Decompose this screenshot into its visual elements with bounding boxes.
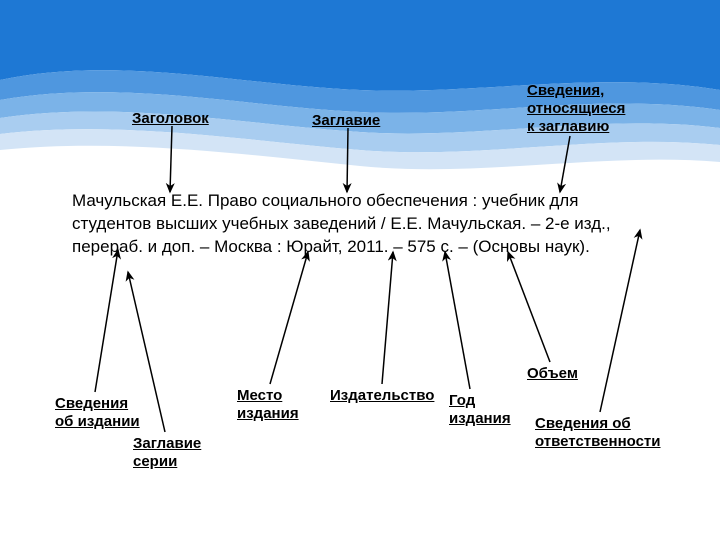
arrow-edition-info bbox=[95, 250, 118, 392]
label-edition-info: Сведения об издании bbox=[55, 395, 140, 431]
arrows-layer bbox=[0, 0, 720, 540]
label-header: Заголовок bbox=[132, 110, 209, 128]
label-title-related: Сведения, относящиеся к заглавию bbox=[527, 82, 625, 136]
label-responsibility: Сведения об ответственности bbox=[535, 415, 661, 451]
wave-background bbox=[0, 0, 720, 540]
label-volume: Объем bbox=[527, 365, 578, 383]
label-publisher: Издательство bbox=[330, 387, 434, 405]
arrow-title bbox=[347, 128, 348, 192]
label-pub-place: Место издания bbox=[237, 387, 299, 423]
arrow-header bbox=[170, 126, 172, 192]
label-series-title: Заглавие серии bbox=[133, 435, 201, 471]
arrow-pub-year bbox=[445, 252, 470, 389]
slide-root: Мачульская Е.Е. Право социального обеспе… bbox=[0, 0, 720, 540]
citation-text: Мачульская Е.Е. Право социального обеспе… bbox=[72, 190, 662, 259]
arrow-volume bbox=[508, 252, 550, 362]
label-pub-year: Год издания bbox=[449, 392, 511, 428]
arrow-pub-place bbox=[270, 252, 308, 384]
arrow-publisher bbox=[382, 252, 393, 384]
label-title: Заглавие bbox=[312, 112, 380, 130]
arrow-title-related bbox=[560, 136, 570, 192]
